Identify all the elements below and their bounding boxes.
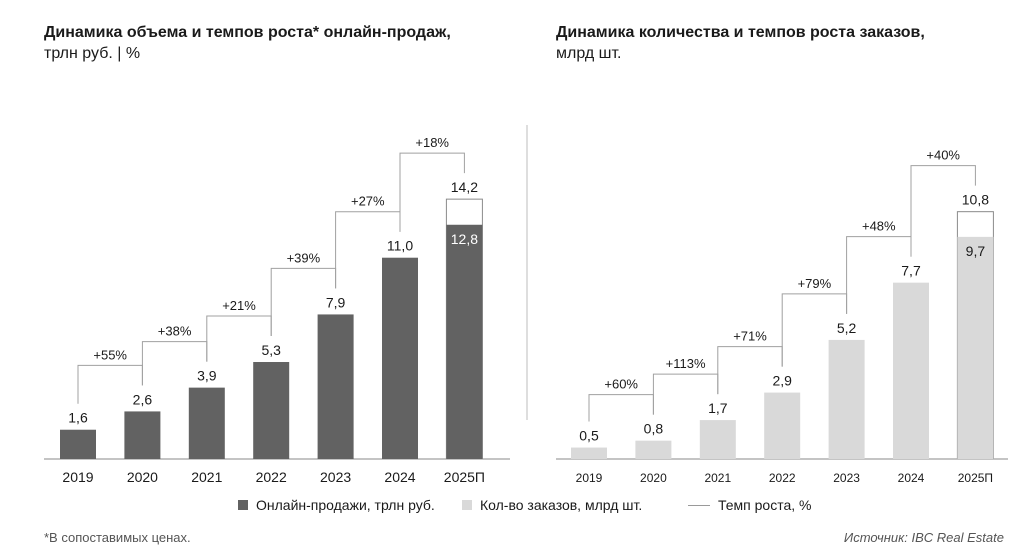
bar [635, 440, 672, 459]
source-note: Источник: IBC Real Estate [843, 530, 1004, 545]
x-tick-label: 2020 [127, 469, 158, 485]
bar-value-label: 10,8 [962, 192, 989, 208]
growth-label: +21% [222, 298, 256, 313]
x-tick-label: 2021 [704, 471, 731, 485]
growth-label: +60% [604, 377, 638, 392]
growth-label: +55% [93, 347, 127, 362]
chart2-subtitle: млрд шт. [556, 45, 622, 62]
bar-partial-label: 9,7 [966, 243, 986, 259]
legend-sales-label: Онлайн-продажи, трлн руб. [256, 497, 435, 513]
bar-value-label: 5,3 [261, 342, 281, 358]
growth-label: +71% [733, 329, 767, 344]
bar [188, 387, 225, 459]
bar [571, 447, 607, 459]
legend-orders: Кол-во заказов, млрд шт. [462, 497, 642, 513]
chart1-title-main: Динамика объема и темпов роста* онлайн-п… [44, 24, 451, 41]
bar-value-label: 7,7 [901, 263, 921, 279]
bar-value-label: 2,9 [772, 373, 792, 389]
footnote: *В сопоставимых ценах. [44, 530, 191, 545]
bar-partial [957, 236, 994, 459]
x-tick-label: 2024 [898, 471, 925, 485]
x-tick-label: 2022 [769, 471, 796, 485]
x-tick-label: 2019 [576, 471, 603, 485]
growth-bracket [399, 152, 465, 232]
x-tick-label: 2019 [62, 469, 93, 485]
x-tick-label: 2025П [958, 471, 993, 485]
bar [317, 314, 354, 459]
chart1-title: Динамика объема и темпов роста* онлайн-п… [44, 22, 451, 64]
bar [124, 411, 161, 459]
bar [764, 392, 801, 459]
chart1-subtitle: трлн руб. | % [44, 45, 141, 62]
bar-value-label: 0,8 [644, 421, 664, 437]
legend-orders-label: Кол-во заказов, млрд шт. [480, 497, 643, 513]
chart2-orders: 0,5 2019 0,8 2020 1,7 2021 2,9 2022 5,2 2023 7,7 20… [556, 148, 1008, 485]
growth-label: +113% [666, 356, 706, 371]
legend-sales: Онлайн-продажи, трлн руб. [238, 497, 435, 513]
growth-label: +38% [158, 324, 192, 339]
bar [828, 339, 865, 459]
bar [893, 282, 929, 459]
bar-value-label: 1,6 [68, 410, 88, 426]
legend-growth: Темп роста, % [688, 497, 812, 513]
bar-partial [446, 224, 483, 459]
legend-growth-line [688, 504, 710, 506]
bar-value-label: 3,9 [197, 368, 217, 384]
x-tick-label: 2021 [191, 469, 222, 485]
legend-orders-swatch [462, 500, 472, 510]
bar-value-label: 11,0 [387, 238, 413, 254]
bar [382, 257, 418, 459]
bar [60, 429, 96, 459]
growth-label: +39% [287, 250, 321, 265]
bar-value-label: 5,2 [837, 320, 857, 336]
chart2-title: Динамика количества и темпов роста заказ… [556, 22, 925, 64]
bar-partial-label: 12,8 [451, 231, 478, 247]
bar-value-label: 14,2 [451, 179, 478, 195]
bar-value-label: 2,6 [133, 391, 153, 407]
bar-value-label: 1,7 [708, 400, 728, 416]
growth-label: +27% [351, 194, 385, 209]
x-tick-label: 2023 [320, 469, 351, 485]
chart1-sales: 1,6 2019 2,6 2020 3,9 2021 5,3 2022 7,9 2023 11,0 2… [44, 135, 510, 485]
bar [699, 420, 736, 459]
growth-bracket [588, 394, 654, 422]
bar [253, 362, 290, 459]
x-tick-label: 2020 [640, 471, 667, 485]
legend-sales-swatch [238, 500, 248, 510]
growth-label: +48% [862, 219, 896, 234]
growth-label: +79% [798, 276, 832, 291]
bar-value-label: 7,9 [326, 294, 346, 310]
legend-growth-label: Темп роста, % [718, 497, 812, 513]
growth-label: +18% [415, 135, 449, 150]
x-tick-label: 2024 [384, 469, 415, 485]
chart2-title-main: Динамика количества и темпов роста заказ… [556, 24, 925, 41]
growth-bracket [910, 165, 976, 257]
bar-value-label: 0,5 [579, 428, 599, 444]
x-tick-label: 2023 [833, 471, 860, 485]
x-tick-label: 2022 [256, 469, 287, 485]
x-tick-label: 2025П [444, 469, 485, 485]
growth-label: +40% [926, 148, 960, 163]
